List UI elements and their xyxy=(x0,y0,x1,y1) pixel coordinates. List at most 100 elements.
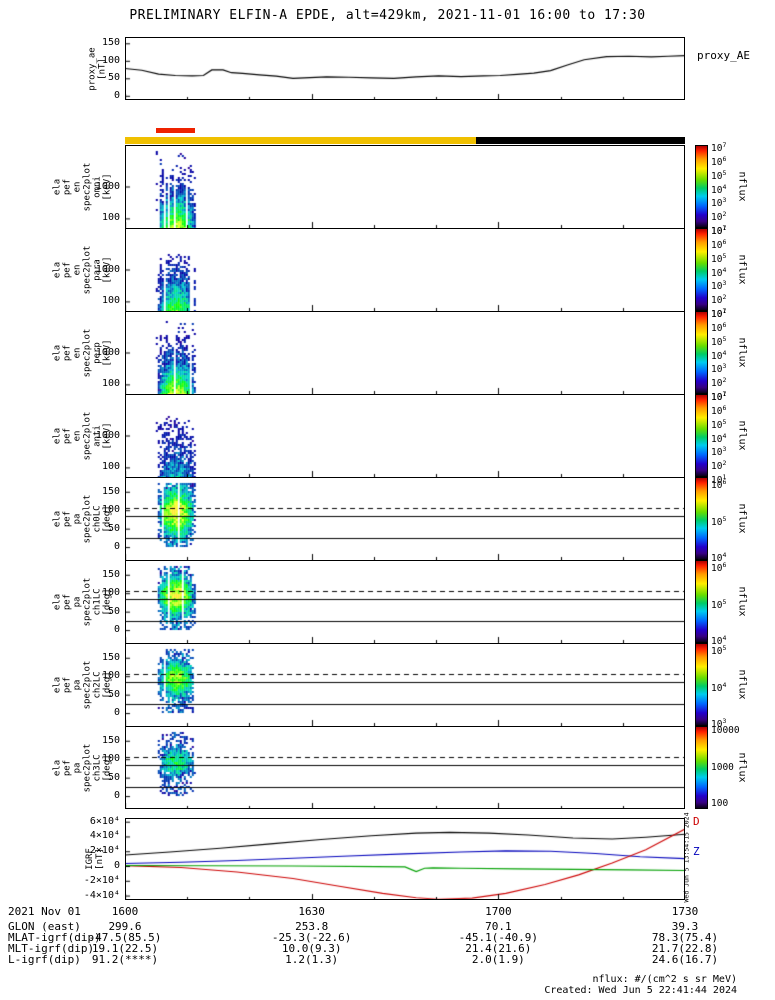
panel-pa_ch1LC xyxy=(125,560,685,643)
spec-canvas-pa_ch2LC xyxy=(125,643,685,726)
y-tick-label: 4×10⁴ xyxy=(89,830,120,842)
panel-y-axis-label: ela pef en spec2plot omni [keV] xyxy=(52,162,112,211)
y-tick-label: 1000 xyxy=(95,346,120,358)
y-tick-label: 150 xyxy=(101,651,120,663)
y-tick-label: 50 xyxy=(107,771,120,783)
y-tick-label: 150 xyxy=(101,568,120,580)
x-tick-label: 1730 xyxy=(671,905,699,918)
colorbar-tick-label: 101 xyxy=(711,307,727,321)
ephemeris-row-value: 21.4(21.6) xyxy=(465,942,532,955)
science-zone-marker xyxy=(155,128,195,133)
y-tick-label: 100 xyxy=(101,378,120,390)
ephemeris-row-value: 91.2(****) xyxy=(91,953,159,966)
colorbar-tick-label: 105 xyxy=(711,251,727,265)
panel-y-axis-label: ela pef pa spec2plot ch3LC [deg] xyxy=(52,743,112,792)
y-tick-label: 150 xyxy=(101,734,120,746)
y-tick-label: 50 xyxy=(107,688,120,700)
colorbar-tick-label: 100 xyxy=(711,798,729,810)
colorbar-tick-label: 107 xyxy=(711,224,727,238)
ephemeris-row-value: 19.1(22.5) xyxy=(91,942,159,955)
status-bar-segment-0 xyxy=(125,137,477,144)
y-tick-label: 2×10⁴ xyxy=(89,845,120,857)
colorbar-tick-label: 105 xyxy=(711,168,727,182)
spec-canvas-pa_ch1LC xyxy=(125,560,685,643)
panel-y-axis-label: ela pef pa spec2plot ch1LC [deg] xyxy=(52,577,112,626)
colorbar-tick-label: 103 xyxy=(711,196,727,210)
ephemeris-row-value: -45.1(-40.9) xyxy=(458,931,539,944)
panel-igrf xyxy=(125,818,685,900)
colorbar-en_omni xyxy=(695,145,708,228)
colorbar-tick-label: 107 xyxy=(711,307,727,321)
colorbar-tick-label: 101 xyxy=(711,224,727,238)
colorbar-en_perp xyxy=(695,311,708,394)
y-tick-label: 1000 xyxy=(95,180,120,192)
panel-en_omni xyxy=(125,145,685,228)
spec-canvas-en_para xyxy=(125,228,685,311)
ephemeris-row-value: 299.6 xyxy=(108,920,142,933)
y-tick-label: 150 xyxy=(101,485,120,497)
colorbar-tick-label: 104 xyxy=(711,634,727,648)
colorbar-pa_ch2LC xyxy=(695,643,708,726)
colorbar-tick-label: 106 xyxy=(711,403,727,417)
panel-pa_ch3LC xyxy=(125,726,685,809)
panel-pa_ch2LC xyxy=(125,643,685,726)
ephemeris-row-value: 78.3(75.4) xyxy=(651,931,719,944)
colorbar-tick-label: 106 xyxy=(711,154,727,168)
y-tick-label: 0 xyxy=(113,790,120,802)
colorbar-tick-label: 104 xyxy=(711,551,727,565)
colorbar-tick-label: 101 xyxy=(711,390,727,404)
ephemeris-row-label: GLON (east) xyxy=(8,920,81,933)
igrf-line-label-D: D xyxy=(693,815,700,828)
colorbar-tick-label: 103 xyxy=(711,445,727,459)
colorbar-tick-label: 103 xyxy=(711,717,727,731)
y-tick-label: 0 xyxy=(113,860,120,872)
colorbar-tick-label: 102 xyxy=(711,376,727,390)
ephemeris-row-value: 39.3 xyxy=(671,920,699,933)
panel-y-axis-label: ela pef en spec2plot anti [keV] xyxy=(52,411,112,460)
y-tick-label: 100 xyxy=(101,753,120,765)
colorbar-title: nflux xyxy=(736,751,748,783)
colorbar-tick-label: 103 xyxy=(711,362,727,376)
colorbar-tick-label: 104 xyxy=(711,348,727,362)
colorbar-tick-label: 105 xyxy=(711,334,727,348)
colorbar-tick-label: 105 xyxy=(711,417,727,431)
plot-title: PRELIMINARY ELFIN-A EPDE, alt=429km, 202… xyxy=(129,8,646,23)
y-tick-label: 0 xyxy=(113,89,120,101)
ephemeris-row-value: 70.1 xyxy=(485,920,512,933)
colorbar-tick-label: 10000 xyxy=(711,724,740,736)
colorbar-tick-label: 106 xyxy=(711,477,727,492)
colorbar-tick-label: 104 xyxy=(711,680,727,694)
y-tick-label: 0 xyxy=(113,541,120,553)
panel-y-axis-label: proxy_ae [nT] xyxy=(87,46,107,91)
ephemeris-row-value: -47.5(85.5) xyxy=(88,931,162,944)
x-tick-label: 1600 xyxy=(111,905,139,918)
panel-y-axis-label: IGRF [nT] xyxy=(85,848,105,870)
y-tick-label: 100 xyxy=(101,504,120,516)
panel-y-axis-label: ela pef pa spec2plot ch0LC [deg] xyxy=(52,494,112,543)
colorbar-tick-label: 106 xyxy=(711,560,727,575)
colorbar-tick-label: 1000 xyxy=(711,761,734,773)
panel-en_para xyxy=(125,228,685,311)
colorbar-title: nflux xyxy=(736,668,748,700)
y-tick-label: 50 xyxy=(107,72,120,84)
colorbar-title: nflux xyxy=(736,419,748,451)
colorbar-tick-label: 103 xyxy=(711,279,727,293)
y-tick-label: 150 xyxy=(101,37,120,49)
y-tick-label: 50 xyxy=(107,522,120,534)
spec-canvas-en_anti xyxy=(125,394,685,477)
y-tick-label: 1000 xyxy=(95,263,120,275)
colorbar-tick-label: 102 xyxy=(711,210,727,224)
colorbar-tick-label: 104 xyxy=(711,265,727,279)
side-timestamp: Wed Jun 5 13:54:15 2024 xyxy=(682,812,691,903)
y-tick-label: 100 xyxy=(101,212,120,224)
y-tick-label: 50 xyxy=(107,605,120,617)
colorbar-tick-label: 101 xyxy=(711,473,727,487)
y-tick-label: 100 xyxy=(101,587,120,599)
colorbar-tick-label: 104 xyxy=(711,182,727,196)
proxy-ae-canvas xyxy=(125,37,685,100)
ephemeris-row-label: L-igrf(dip) xyxy=(8,953,81,966)
ephemeris-row-value: 253.8 xyxy=(295,920,329,933)
y-tick-label: -4×10⁴ xyxy=(83,889,120,901)
